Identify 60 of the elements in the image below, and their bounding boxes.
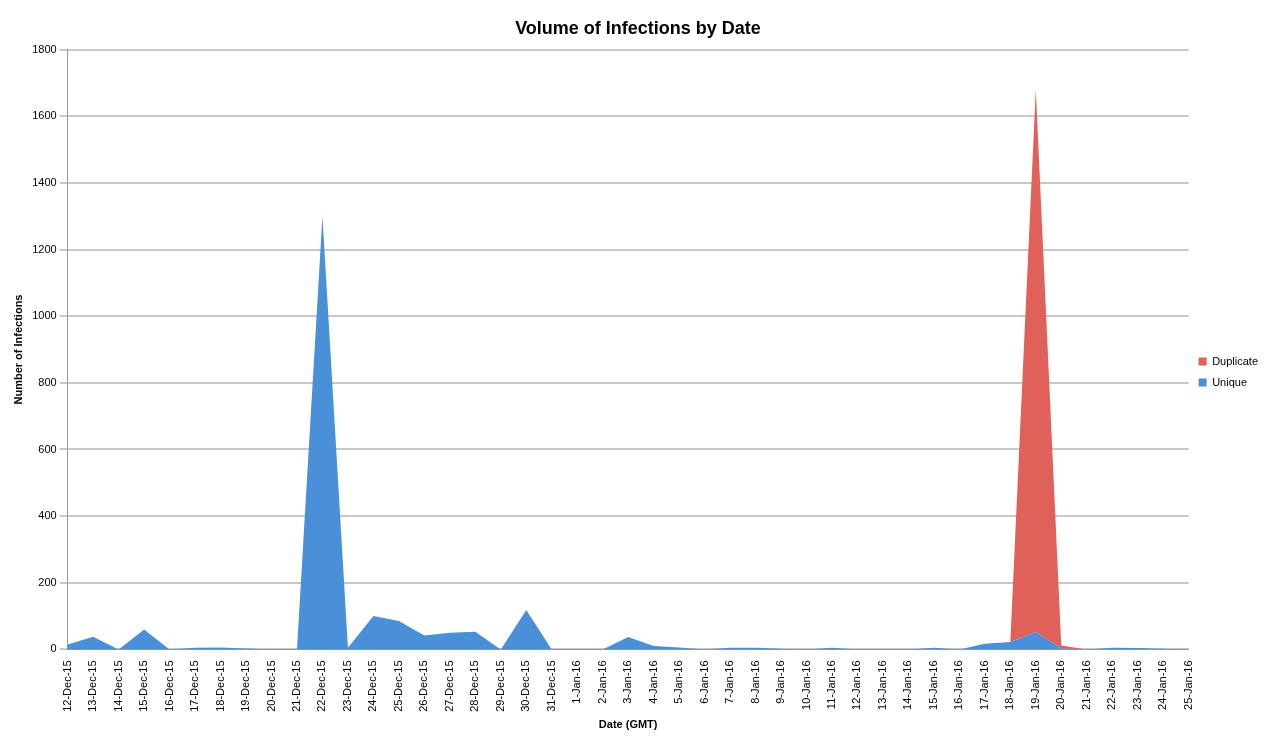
x-tick-label: 22-Dec-15: [315, 660, 328, 712]
chart-title: Volume of Infections by Date: [515, 17, 761, 38]
x-tick-label: 14-Jan-16: [901, 660, 914, 710]
x-axis-title: Date (GMT): [598, 718, 658, 731]
x-tick-label: 7-Jan-16: [723, 660, 736, 704]
x-tick-label: 12-Dec-15: [60, 660, 73, 712]
x-tick-label: 30-Dec-15: [519, 660, 532, 712]
x-tick-label: 21-Jan-16: [1079, 660, 1092, 710]
y-tick-label: 1200: [32, 242, 57, 255]
x-tick-label: 29-Dec-15: [493, 660, 506, 712]
y-axis-title: Number of Infections: [11, 294, 24, 405]
x-tick-label: 3-Jan-16: [621, 660, 634, 704]
x-tick-label: 31-Dec-15: [544, 660, 557, 712]
x-tick-label: 4-Jan-16: [646, 660, 659, 704]
x-tick-label: 2-Jan-16: [595, 660, 608, 704]
x-tick-label: 22-Jan-16: [1105, 660, 1118, 710]
x-tick-label: 21-Dec-15: [289, 660, 302, 712]
x-tick-label: 20-Dec-15: [264, 660, 277, 712]
x-tick-label: 24-Jan-16: [1156, 660, 1169, 710]
x-tick-label: 19-Jan-16: [1028, 660, 1041, 710]
x-tick-label: 5-Jan-16: [672, 660, 685, 704]
x-tick-label: 17-Dec-15: [188, 660, 201, 712]
x-tick-label: 25-Jan-16: [1181, 660, 1194, 710]
x-tick-label: 25-Dec-15: [391, 660, 404, 712]
y-tick-label: 600: [38, 442, 57, 455]
x-tick-label: 15-Jan-16: [926, 660, 939, 710]
x-tick-label: 13-Jan-16: [875, 660, 888, 710]
x-tick-label: 11-Jan-16: [825, 660, 837, 710]
x-tick-label: 16-Jan-16: [952, 660, 965, 710]
x-tick-label: 18-Dec-15: [213, 660, 226, 712]
y-tick-label: 0: [50, 642, 57, 655]
x-tick-label: 16-Dec-15: [162, 660, 175, 712]
y-tick-label: 800: [38, 375, 57, 388]
y-tick-label: 400: [38, 509, 57, 522]
x-tick-label: 26-Dec-15: [417, 660, 430, 712]
legend-label: Unique: [1212, 375, 1247, 388]
x-tick-label: 24-Dec-15: [366, 660, 379, 712]
x-tick-label: 14-Dec-15: [111, 660, 124, 712]
y-tick-label: 1800: [32, 42, 57, 55]
x-tick-label: 9-Jan-16: [774, 660, 787, 704]
x-tick-label: 15-Dec-15: [137, 660, 150, 712]
x-tick-label: 17-Jan-16: [977, 660, 990, 710]
x-tick-label: 23-Jan-16: [1130, 660, 1143, 710]
x-tick-label: 8-Jan-16: [748, 660, 761, 704]
x-tick-label: 13-Dec-15: [86, 660, 99, 712]
x-tick-label: 1-Jan-16: [570, 660, 583, 704]
x-tick-label: 23-Dec-15: [340, 660, 353, 712]
x-tick-label: 12-Jan-16: [850, 660, 863, 710]
x-tick-label: 19-Dec-15: [239, 660, 252, 712]
x-tick-label: 27-Dec-15: [442, 660, 455, 712]
y-tick-label: 1000: [32, 309, 57, 322]
y-tick-label: 1600: [32, 109, 57, 122]
x-tick-label: 20-Jan-16: [1054, 660, 1067, 710]
x-tick-label: 18-Jan-16: [1003, 660, 1016, 710]
x-tick-label: 28-Dec-15: [468, 660, 481, 712]
y-tick-label: 200: [38, 575, 57, 588]
legend-label: Duplicate: [1212, 354, 1258, 367]
y-tick-label: 1400: [32, 175, 57, 188]
x-tick-label: 10-Jan-16: [799, 660, 812, 710]
x-tick-label: 6-Jan-16: [697, 660, 710, 704]
